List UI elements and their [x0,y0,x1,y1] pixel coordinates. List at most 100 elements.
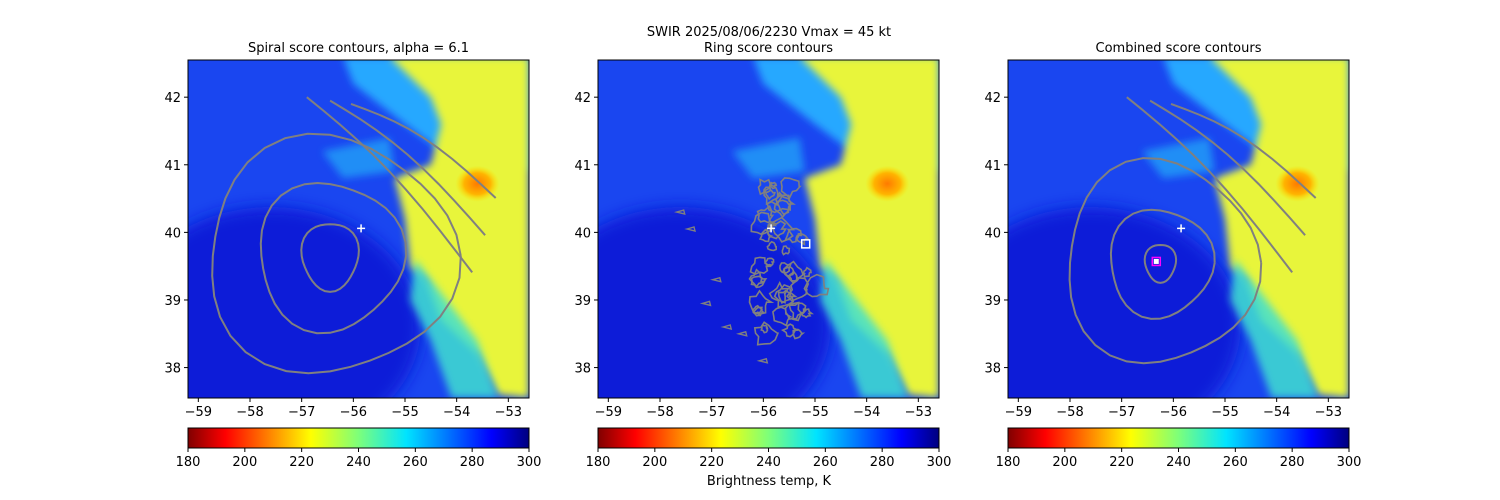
colorbar-tick-label: 300 [1337,455,1362,470]
score-contours [673,177,830,364]
contour-line [300,223,360,293]
axes-frame [1007,59,1350,399]
contour-line [350,102,497,199]
y-tick-label: 38 [574,362,591,377]
axes-frame [187,59,530,399]
contour-line [259,181,408,335]
x-tick-label: −54 [1263,405,1290,420]
brightness-temperature-image [1008,60,1349,398]
x-tick-label: −57 [698,405,725,420]
contour-line [673,209,686,216]
panel-3: Combined score contours −59 −58 −57 −56 −55 −5… [984,41,1362,470]
score-contours [1068,96,1317,365]
contour-line [720,324,733,330]
x-tick-label: −57 [288,405,315,420]
colorbar-tick-label: 200 [232,455,257,470]
contour-line [751,304,764,315]
score-maximum-marker [800,239,811,249]
contour-line [803,273,830,298]
y-tick-label: 42 [984,91,1001,106]
y-tick-label: 38 [984,362,1001,377]
y-tick-label: 42 [164,91,181,106]
colorbar-tick-label: 260 [1223,455,1248,470]
panels: Spiral score contours, alpha = 6.1 −59 −58… [164,41,1362,470]
colorbar-tick-label: 300 [517,455,542,470]
best-track-marker [357,224,366,233]
contour-line [763,183,785,206]
brightness-temperature-image [598,60,939,398]
colorbar: 180 200 220 240 260 280 300 [996,427,1362,470]
contour-line [768,181,778,190]
y-tick-label: 39 [984,294,1001,309]
x-tick-label: −59 [1005,405,1032,420]
contour-line [766,240,777,252]
x-tick-label: −58 [1056,405,1083,420]
colorbar-tick-label: 180 [586,455,611,470]
y-tick-label: 41 [164,159,181,174]
x-tick-label: −55 [1211,405,1238,420]
contour-line [781,245,791,256]
colorbar-tick-label: 240 [1166,455,1191,470]
x-tick-label: −56 [1160,405,1187,420]
x-tick-label: −53 [905,405,932,420]
colorbar-tick-label: 180 [176,455,201,470]
contour-line [786,276,810,302]
colorbar-tick-label: 300 [927,455,952,470]
best-track-marker [1177,224,1186,233]
colorbar-tick-label: 240 [346,455,371,470]
contour-line [780,323,799,338]
contour-line [753,321,780,346]
axes-frame [597,59,940,399]
suptitle: SWIR 2025/08/06/2230 Vmax = 45 kt [647,25,891,40]
x-tick-label: −59 [595,405,622,420]
score-maximum-marker [1151,256,1162,267]
contour-line [768,280,790,304]
panel-2: Ring score contours −59 −58 −57 −56 −55 −54 −53… [574,41,952,470]
y-tick-label: 40 [164,226,181,241]
contour-line [772,306,794,327]
contour-line [760,324,769,334]
colorbar-tick-label: 200 [1052,455,1077,470]
y-tick-label: 39 [574,294,591,309]
contour-line [735,330,748,337]
colorbar-tick-label: 180 [996,455,1021,470]
best-track-marker [767,224,776,233]
panel-title: Combined score contours [1096,41,1262,56]
x-tick-label: −57 [1108,405,1135,420]
contour-line [710,276,722,283]
contour-line [757,178,772,196]
colorbar-tick-label: 280 [1280,455,1305,470]
colorbar: 180 200 220 240 260 280 300 [586,427,952,470]
contour-line [802,266,812,278]
contour-line [766,220,788,240]
x-tick-label: −56 [750,405,777,420]
contour-line [684,226,696,232]
contour-line [750,275,766,289]
y-tick-label: 42 [574,91,591,106]
colorbar-tick-label: 220 [699,455,724,470]
x-tick-label: −55 [801,405,828,420]
contour-line [792,328,806,340]
brightness-temperature-image [188,60,529,398]
y-tick-label: 40 [574,226,591,241]
colorbar-tick-label: 280 [870,455,895,470]
contour-line [756,357,769,364]
panel-title: Ring score contours [704,41,833,56]
colorbar-tick-label: 200 [642,455,667,470]
y-tick-label: 38 [164,362,181,377]
panel-title: Spiral score contours, alpha = 6.1 [248,41,469,56]
colorbar: 180 200 220 240 260 280 300 [176,427,542,470]
contour-line [784,227,803,244]
contour-line [1170,102,1317,199]
colorbar-tick-label: 220 [1109,455,1134,470]
x-tick-label: −54 [443,405,470,420]
contour-line [770,216,796,243]
colorbar-tick-label: 260 [813,455,838,470]
y-tick-label: 41 [984,159,1001,174]
panel-1: Spiral score contours, alpha = 6.1 −59 −58… [164,41,542,470]
x-tick-label: −53 [495,405,522,420]
contour-line [1143,243,1178,284]
score-maximum-marker-fill [1153,258,1159,264]
contour-line [1149,99,1306,236]
contour-line [306,96,473,274]
